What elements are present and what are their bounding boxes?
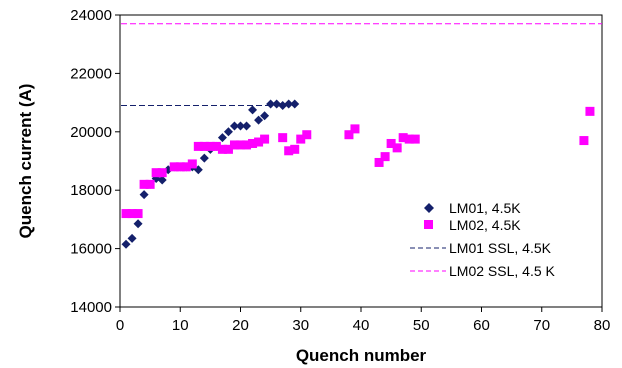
- data-point-square: [302, 130, 312, 140]
- data-point-square: [187, 159, 197, 169]
- data-point-diamond: [260, 111, 270, 121]
- data-point-diamond: [254, 115, 264, 125]
- legend-square-marker: [424, 220, 433, 229]
- y-tick-label: 20000: [70, 124, 112, 141]
- data-point-square: [181, 162, 191, 172]
- x-tick-label: 0: [116, 317, 124, 334]
- data-point-square: [127, 209, 137, 219]
- data-point-diamond: [229, 121, 239, 131]
- data-point-square: [290, 144, 300, 154]
- data-point-diamond: [127, 233, 137, 243]
- data-point-square: [211, 141, 221, 151]
- data-point-square: [579, 136, 589, 146]
- legend-label-lm02: LM02, 4.5K: [449, 217, 521, 233]
- x-tick-label: 20: [232, 317, 249, 334]
- data-point-square: [248, 138, 258, 148]
- data-point-diamond: [199, 153, 209, 163]
- data-point-square: [344, 130, 354, 140]
- data-point-square: [398, 133, 408, 143]
- data-point-diamond: [272, 99, 282, 109]
- x-tick-label: 70: [533, 317, 550, 334]
- y-tick-label: 22000: [70, 65, 112, 82]
- x-tick-label: 50: [413, 317, 430, 334]
- y-tick-label: 18000: [70, 182, 112, 199]
- legend-label-lm01: LM01, 4.5K: [449, 200, 521, 216]
- data-point-square: [380, 152, 390, 162]
- legend-item-lm01: LM01, 4.5K: [424, 200, 521, 216]
- data-point-diamond: [278, 101, 288, 111]
- legend-diamond-marker: [424, 203, 434, 213]
- data-point-square: [223, 144, 233, 154]
- data-point-square: [236, 140, 245, 150]
- data-point-square: [139, 179, 149, 189]
- data-point-diamond: [223, 127, 233, 137]
- x-axis-title: Quench number: [296, 346, 427, 365]
- x-tick-label: 80: [594, 317, 611, 334]
- data-point-square: [133, 209, 143, 219]
- legend-item-lm02: LM02, 4.5K: [424, 217, 521, 233]
- data-point-square: [199, 141, 209, 151]
- data-point-square: [229, 140, 239, 150]
- data-point-square: [175, 162, 185, 172]
- data-markers: [121, 99, 595, 249]
- x-tick-label: 30: [292, 317, 309, 334]
- y-axis-title: Quench current (A): [16, 84, 35, 239]
- x-tick-label: 60: [473, 317, 490, 334]
- data-point-square: [260, 134, 270, 144]
- y-axis: 14000 16000 18000 20000 22000 24000: [70, 7, 120, 316]
- data-point-square: [254, 137, 264, 147]
- data-point-square: [217, 144, 227, 154]
- data-point-square: [145, 179, 155, 189]
- data-point-square: [284, 146, 294, 156]
- data-point-diamond: [242, 121, 252, 131]
- legend-label-lm01-ssl: LM01 SSL, 4.5K: [449, 240, 552, 256]
- legend-label-lm02-ssl: LM02 SSL, 4.5 K: [449, 263, 556, 279]
- legend-item-lm02-ssl: LM02 SSL, 4.5 K: [410, 263, 556, 279]
- data-point-square: [157, 168, 167, 178]
- data-point-square: [404, 134, 414, 144]
- data-point-square: [374, 157, 384, 167]
- legend: LM01, 4.5K LM02, 4.5K LM01 SSL, 4.5K LM0…: [410, 200, 556, 279]
- x-axis: 0 10 20 30 40 50 60 70 80: [116, 307, 611, 334]
- data-point-diamond: [248, 105, 258, 115]
- data-point-diamond: [290, 99, 300, 109]
- data-point-diamond: [217, 133, 227, 143]
- legend-item-lm01-ssl: LM01 SSL, 4.5K: [410, 240, 552, 256]
- data-point-square: [169, 162, 179, 172]
- data-point-diamond: [121, 239, 131, 249]
- y-tick-label: 16000: [70, 241, 112, 258]
- data-point-square: [242, 140, 252, 150]
- data-point-square: [193, 141, 203, 151]
- data-point-square: [278, 133, 288, 143]
- data-point-square: [392, 143, 402, 153]
- y-tick-label: 24000: [70, 7, 112, 24]
- data-point-diamond: [236, 121, 245, 131]
- data-point-square: [585, 106, 595, 116]
- data-point-diamond: [139, 190, 149, 200]
- y-tick-label: 14000: [70, 299, 112, 316]
- data-point-diamond: [133, 219, 143, 229]
- data-point-square: [151, 168, 161, 178]
- x-tick-label: 10: [172, 317, 189, 334]
- data-point-square: [410, 134, 420, 144]
- data-point-diamond: [157, 175, 167, 185]
- data-point-square: [121, 209, 131, 219]
- x-tick-label: 40: [353, 317, 370, 334]
- data-point-diamond: [284, 99, 294, 109]
- data-point-square: [350, 124, 360, 134]
- data-point-square: [296, 134, 306, 144]
- data-point-square: [205, 141, 215, 151]
- ssl-lines: [121, 23, 602, 107]
- data-point-diamond: [266, 99, 276, 109]
- data-point-square: [386, 138, 396, 148]
